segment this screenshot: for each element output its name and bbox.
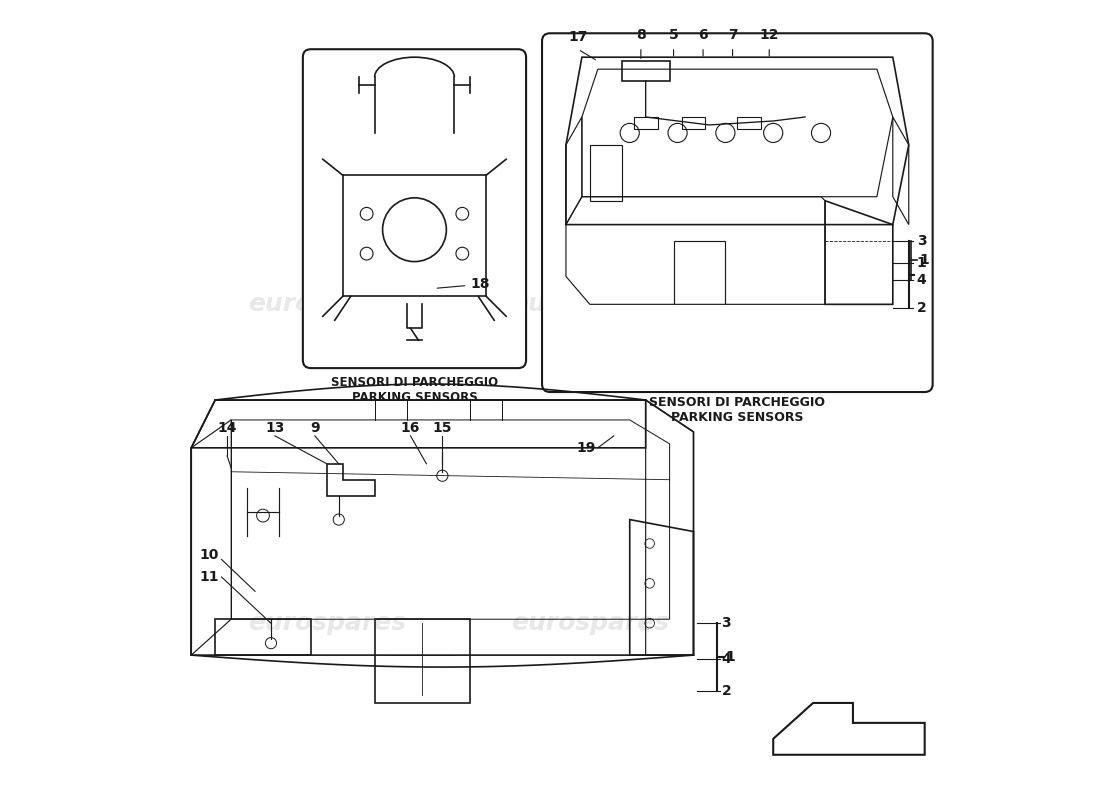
Text: 2: 2 xyxy=(916,302,926,315)
Text: 5: 5 xyxy=(669,28,679,42)
Text: 3: 3 xyxy=(916,234,926,247)
Bar xyxy=(590,145,621,201)
Bar xyxy=(737,117,761,129)
Text: 11: 11 xyxy=(199,570,219,584)
Text: 2: 2 xyxy=(722,684,732,698)
FancyBboxPatch shape xyxy=(302,50,526,368)
Text: 1: 1 xyxy=(725,650,735,664)
Bar xyxy=(634,117,658,129)
Text: 9: 9 xyxy=(310,421,320,435)
FancyBboxPatch shape xyxy=(542,34,933,392)
Text: 18: 18 xyxy=(437,278,490,291)
Text: 13: 13 xyxy=(265,421,285,435)
Text: 10: 10 xyxy=(199,549,219,562)
Text: SENSORI DI PARCHEGGIO
PARKING SENSORS: SENSORI DI PARCHEGGIO PARKING SENSORS xyxy=(649,396,825,424)
Text: 4: 4 xyxy=(722,652,732,666)
Text: 19: 19 xyxy=(576,441,595,455)
Text: 3: 3 xyxy=(722,616,732,630)
Bar xyxy=(621,61,670,81)
Text: 1: 1 xyxy=(916,256,926,270)
Text: SENSORI DI PARCHEGGIO
PARKING SENSORS: SENSORI DI PARCHEGGIO PARKING SENSORS xyxy=(331,376,498,404)
Text: 16: 16 xyxy=(400,421,420,435)
Text: 4: 4 xyxy=(916,274,926,287)
Text: eurospares: eurospares xyxy=(510,611,669,635)
Text: 6: 6 xyxy=(698,28,708,42)
Text: 17: 17 xyxy=(569,30,587,44)
Text: 7: 7 xyxy=(728,28,737,42)
Text: eurospares: eurospares xyxy=(248,292,406,316)
Text: 8: 8 xyxy=(636,28,646,42)
Text: 1: 1 xyxy=(920,254,929,267)
Bar xyxy=(682,117,705,129)
Text: 14: 14 xyxy=(218,421,236,435)
Text: 15: 15 xyxy=(432,421,452,435)
Text: 12: 12 xyxy=(759,28,779,42)
Text: eurospares: eurospares xyxy=(248,611,406,635)
Text: eurospares: eurospares xyxy=(510,292,669,316)
